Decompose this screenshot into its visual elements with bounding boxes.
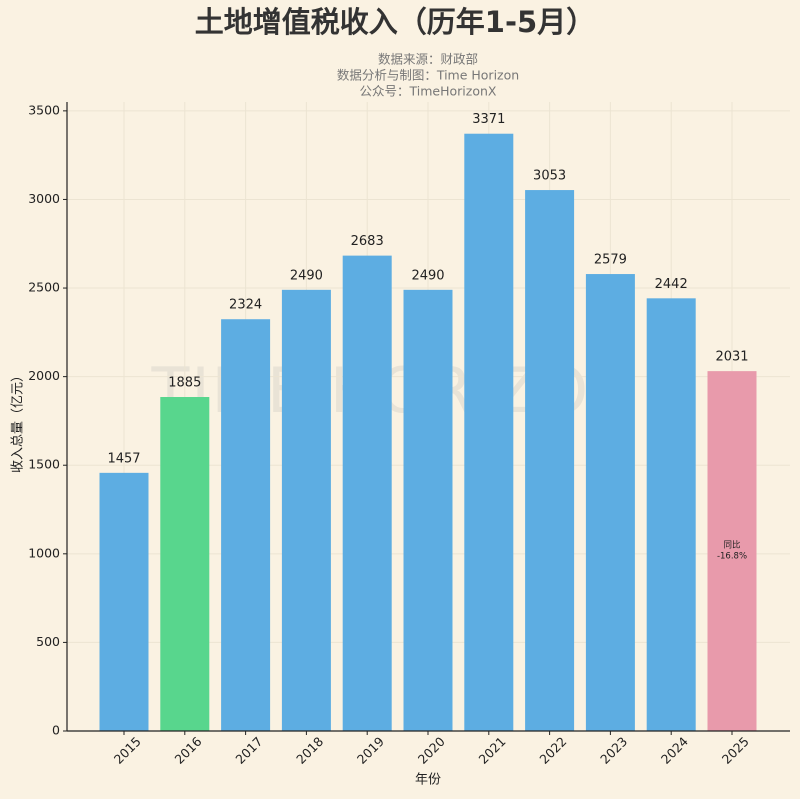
bar — [707, 371, 757, 731]
y-tick-label: 3500 — [28, 102, 60, 117]
bar — [403, 289, 453, 731]
bar — [99, 472, 149, 731]
y-tick-label: 0 — [52, 723, 60, 738]
value-label: 1457 — [107, 451, 140, 466]
y-tick-label: 3000 — [28, 191, 60, 206]
annotation: -16.8% — [717, 552, 747, 562]
value-label: 3371 — [472, 112, 505, 127]
bar — [585, 274, 635, 731]
annotation: 同比 — [723, 540, 740, 551]
value-label: 2490 — [411, 268, 444, 283]
value-label: 2031 — [715, 350, 748, 365]
bar — [342, 255, 392, 732]
bar — [221, 319, 271, 731]
subtitle: 数据来源：财政部 — [378, 52, 478, 67]
bar — [646, 298, 696, 731]
value-label: 2490 — [290, 268, 323, 283]
subtitle: 公众号：TimeHorizonX — [360, 84, 497, 99]
value-label: 2442 — [655, 277, 688, 292]
y-tick-label: 1500 — [28, 457, 60, 472]
bar — [525, 190, 575, 731]
x-axis-label: 年份 — [415, 773, 441, 788]
y-tick-label: 2500 — [28, 280, 60, 295]
value-label: 2324 — [229, 298, 262, 313]
bar — [464, 133, 514, 732]
y-tick-label: 1000 — [28, 545, 60, 560]
bar — [281, 289, 331, 731]
bar — [160, 397, 210, 731]
subtitle: 数据分析与制图：Time Horizon — [337, 68, 519, 83]
value-label: 2683 — [351, 234, 384, 249]
y-axis-label: 收入总量（亿元） — [11, 369, 26, 473]
y-tick-label: 500 — [36, 634, 60, 649]
value-label: 3053 — [533, 169, 566, 184]
value-label: 2579 — [594, 253, 627, 268]
chart-title: 土地增值税收入（历年1-5月） — [195, 5, 595, 39]
value-label: 1885 — [168, 376, 201, 391]
y-tick-label: 2000 — [28, 368, 60, 383]
